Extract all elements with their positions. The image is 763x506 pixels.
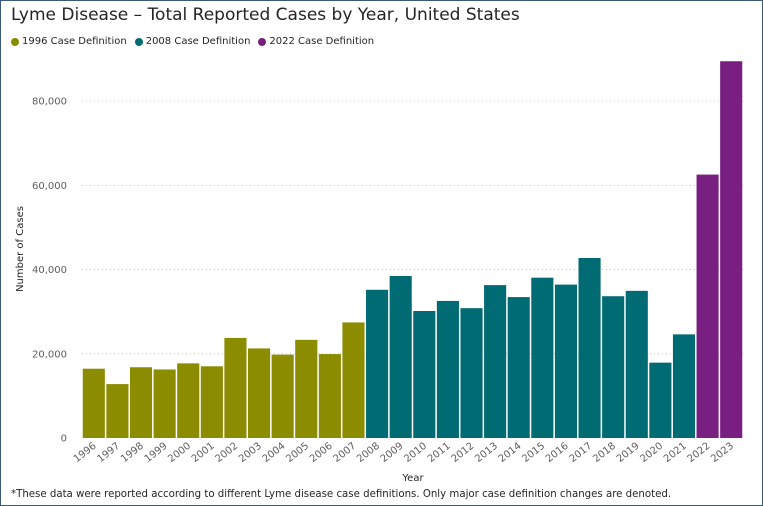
bar-2021[interactable] [672, 334, 696, 438]
y-tick-label: 20,000 [32, 349, 67, 360]
bar-2001[interactable] [200, 366, 223, 438]
bar-2009[interactable] [389, 276, 412, 438]
bar-2008[interactable] [366, 289, 389, 438]
y-tick-label: 60,000 [32, 181, 67, 192]
x-tick-label: 2009 [379, 441, 406, 465]
x-tick-label: 2014 [497, 441, 524, 465]
legend-marker-2008 [134, 37, 143, 46]
bar-2007[interactable] [342, 322, 365, 438]
x-tick-label: 2019 [615, 441, 642, 465]
x-tick-label: 2000 [166, 441, 193, 465]
bar-1998[interactable] [129, 367, 153, 438]
x-tick-label: 2004 [261, 441, 288, 465]
y-tick-label: 0 [61, 434, 67, 445]
y-tick-label: 40,000 [32, 265, 67, 276]
bar-2002[interactable] [224, 337, 247, 438]
legend-item-2022[interactable]: 2022 Case Definition [258, 36, 374, 47]
bar-2019[interactable] [625, 290, 648, 438]
legend-marker-2022 [258, 37, 267, 46]
x-tick-label: 2006 [308, 441, 335, 465]
bar-2012[interactable] [460, 308, 483, 438]
x-tick-label: 2018 [591, 441, 618, 465]
x-tick-label: 2015 [520, 441, 547, 465]
x-axis-ticks: 1996199719981999200020012002200320042005… [72, 441, 736, 465]
y-axis-title: Number of Cases [15, 206, 26, 292]
bar-2003[interactable] [248, 348, 271, 438]
bar-2018[interactable] [602, 296, 625, 438]
x-tick-label: 2007 [331, 441, 358, 465]
bar-2005[interactable] [295, 339, 318, 438]
x-tick-label: 2005 [284, 441, 311, 465]
bar-2020[interactable] [649, 362, 672, 438]
x-tick-label: 1996 [72, 441, 99, 465]
legend-label-2008: 2008 Case Definition [145, 36, 251, 47]
bar-1999[interactable] [153, 369, 176, 438]
x-tick-label: 1998 [119, 441, 146, 465]
bar-1997[interactable] [106, 384, 129, 438]
legend-item-1996[interactable]: 1996 Case Definition [11, 36, 127, 47]
bar-2023[interactable] [720, 61, 743, 439]
bar-2014[interactable] [507, 297, 530, 438]
chart-title: Lyme Disease – Total Reported Cases by Y… [11, 5, 520, 25]
x-axis-title: Year [401, 473, 424, 484]
bar-2011[interactable] [436, 300, 459, 438]
y-axis-ticks: 0 20,000 40,000 60,000 80,000 [32, 97, 67, 445]
x-tick-label: 1999 [143, 441, 170, 465]
legend-item-2008[interactable]: 2008 Case Definition [134, 36, 251, 47]
legend-label-2022: 2022 Case Definition [269, 36, 375, 47]
bar-2016[interactable] [554, 284, 577, 438]
x-tick-label: 2008 [355, 441, 382, 465]
bar-2017[interactable] [578, 258, 601, 438]
x-tick-label: 2002 [213, 441, 240, 465]
bar-2006[interactable] [318, 354, 341, 438]
x-tick-label: 2013 [473, 441, 500, 465]
bar-2000[interactable] [177, 363, 200, 438]
x-tick-label: 1997 [95, 441, 122, 465]
chart-legend: 1996 Case Definition 2008 Case Definitio… [11, 36, 374, 47]
x-tick-label: 2012 [450, 441, 477, 465]
bar-2013[interactable] [484, 285, 507, 438]
bar-2010[interactable] [413, 311, 436, 438]
legend-label-1996: 1996 Case Definition [22, 36, 127, 47]
x-tick-label: 2001 [190, 441, 217, 465]
x-tick-label: 2010 [402, 441, 429, 465]
bars [82, 61, 743, 439]
x-tick-label: 2016 [544, 441, 571, 465]
x-tick-label: 2020 [638, 441, 665, 465]
y-tick-label: 80,000 [32, 97, 67, 108]
x-tick-label: 2022 [686, 441, 713, 465]
footnote: *These data were reported according to d… [11, 489, 672, 500]
legend-marker-1996 [11, 37, 19, 46]
bar-2004[interactable] [271, 354, 294, 438]
bar-1996[interactable] [82, 368, 105, 438]
x-tick-label: 2023 [709, 441, 736, 465]
x-tick-label: 2011 [426, 441, 453, 465]
x-tick-label: 2017 [568, 441, 595, 465]
bar-2015[interactable] [531, 277, 554, 438]
x-tick-label: 2003 [237, 441, 264, 465]
x-tick-label: 2021 [662, 441, 689, 465]
bar-2022[interactable] [696, 174, 719, 438]
